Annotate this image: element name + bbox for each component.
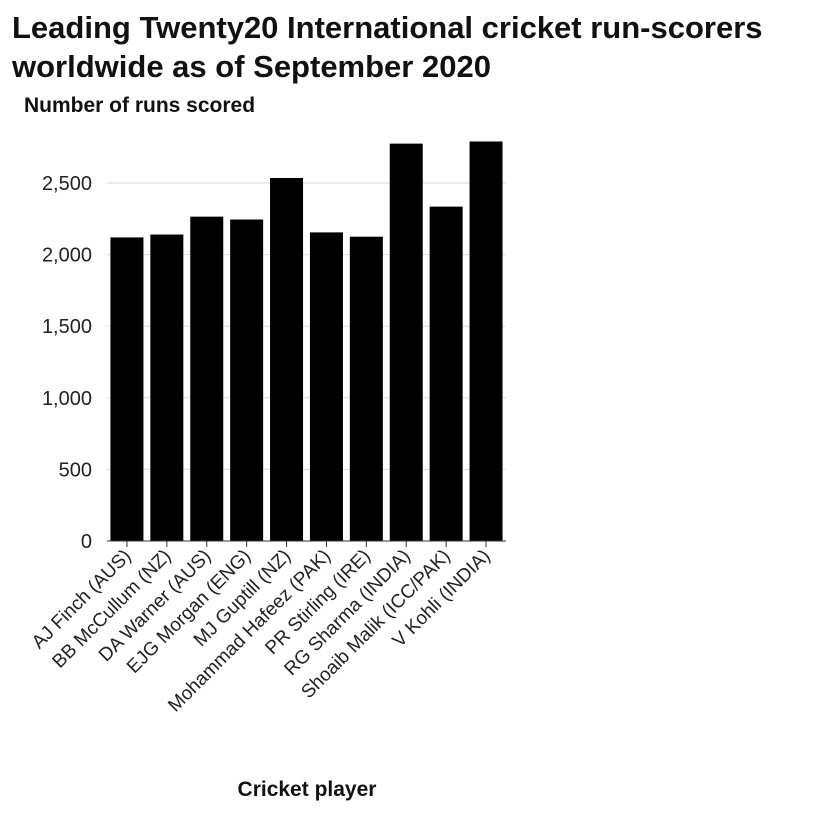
bar bbox=[429, 206, 463, 542]
bar bbox=[349, 236, 383, 541]
bar bbox=[230, 219, 264, 542]
y-axis-label: Number of runs scored bbox=[24, 94, 256, 117]
bar bbox=[309, 232, 343, 542]
chart-title: Leading Twenty20 International cricket r… bbox=[12, 10, 763, 84]
x-axis-label: Cricket player bbox=[237, 778, 377, 801]
bar bbox=[150, 234, 184, 541]
y-tick-label: 2,000 bbox=[42, 245, 92, 267]
bar bbox=[110, 237, 144, 541]
y-tick-label: 1,500 bbox=[42, 316, 92, 338]
bar bbox=[469, 141, 503, 542]
y-tick-label: 500 bbox=[59, 459, 92, 481]
y-tick-label: 2,500 bbox=[42, 173, 92, 195]
bar bbox=[190, 216, 224, 542]
y-tick-label: 1,000 bbox=[42, 388, 92, 410]
bar bbox=[389, 143, 423, 541]
bar bbox=[270, 177, 304, 541]
y-tick-label: 0 bbox=[81, 531, 92, 553]
